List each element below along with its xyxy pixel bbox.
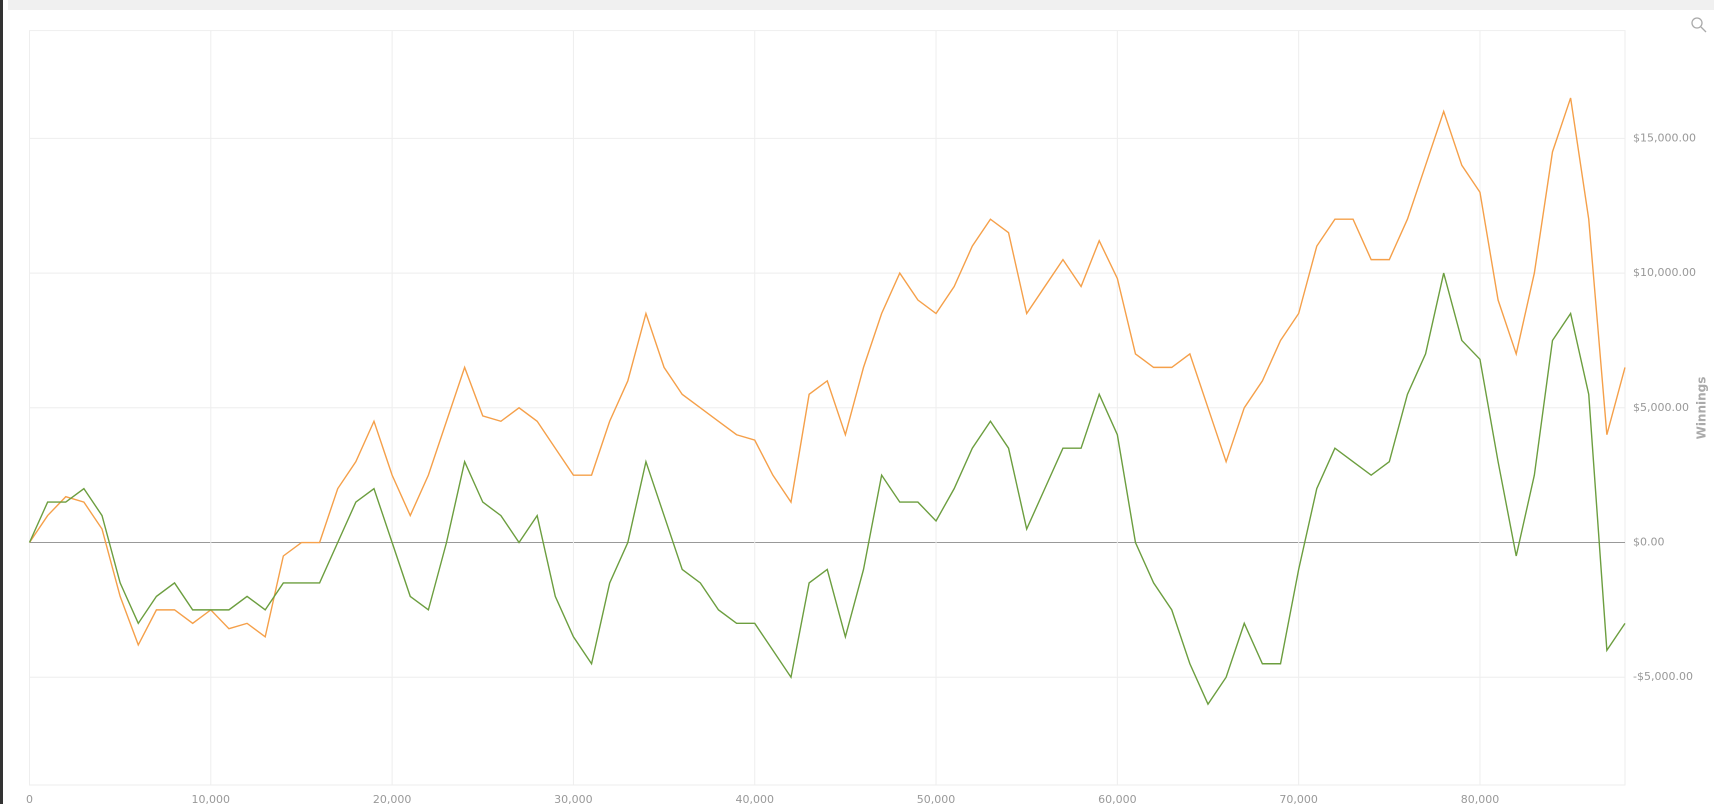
x-tick-label: 10,000 bbox=[192, 793, 231, 804]
y-axis-title: Winnings bbox=[1695, 377, 1709, 440]
y-tick-label: $0.00 bbox=[1633, 536, 1665, 549]
zoom-icon[interactable] bbox=[1691, 17, 1707, 33]
y-tick-label: $10,000.00 bbox=[1633, 266, 1696, 279]
x-tick-label: 80,000 bbox=[1461, 793, 1500, 804]
x-tick-label: 40,000 bbox=[735, 793, 774, 804]
x-tick-label: 70,000 bbox=[1279, 793, 1318, 804]
series-line bbox=[28, 272, 1626, 706]
x-tick-label: 50,000 bbox=[917, 793, 956, 804]
y-tick-label: $5,000.00 bbox=[1633, 401, 1689, 414]
series-line bbox=[28, 97, 1626, 647]
y-tick-label: $15,000.00 bbox=[1633, 131, 1696, 144]
x-tick-label: 20,000 bbox=[373, 793, 412, 804]
x-tick-label: 30,000 bbox=[554, 793, 593, 804]
y-tick-label: -$5,000.00 bbox=[1633, 670, 1693, 683]
x-tick-label: 0 bbox=[26, 793, 33, 804]
left-edge bbox=[0, 0, 3, 804]
x-tick-label: 60,000 bbox=[1098, 793, 1137, 804]
top-bar bbox=[8, 0, 1714, 10]
